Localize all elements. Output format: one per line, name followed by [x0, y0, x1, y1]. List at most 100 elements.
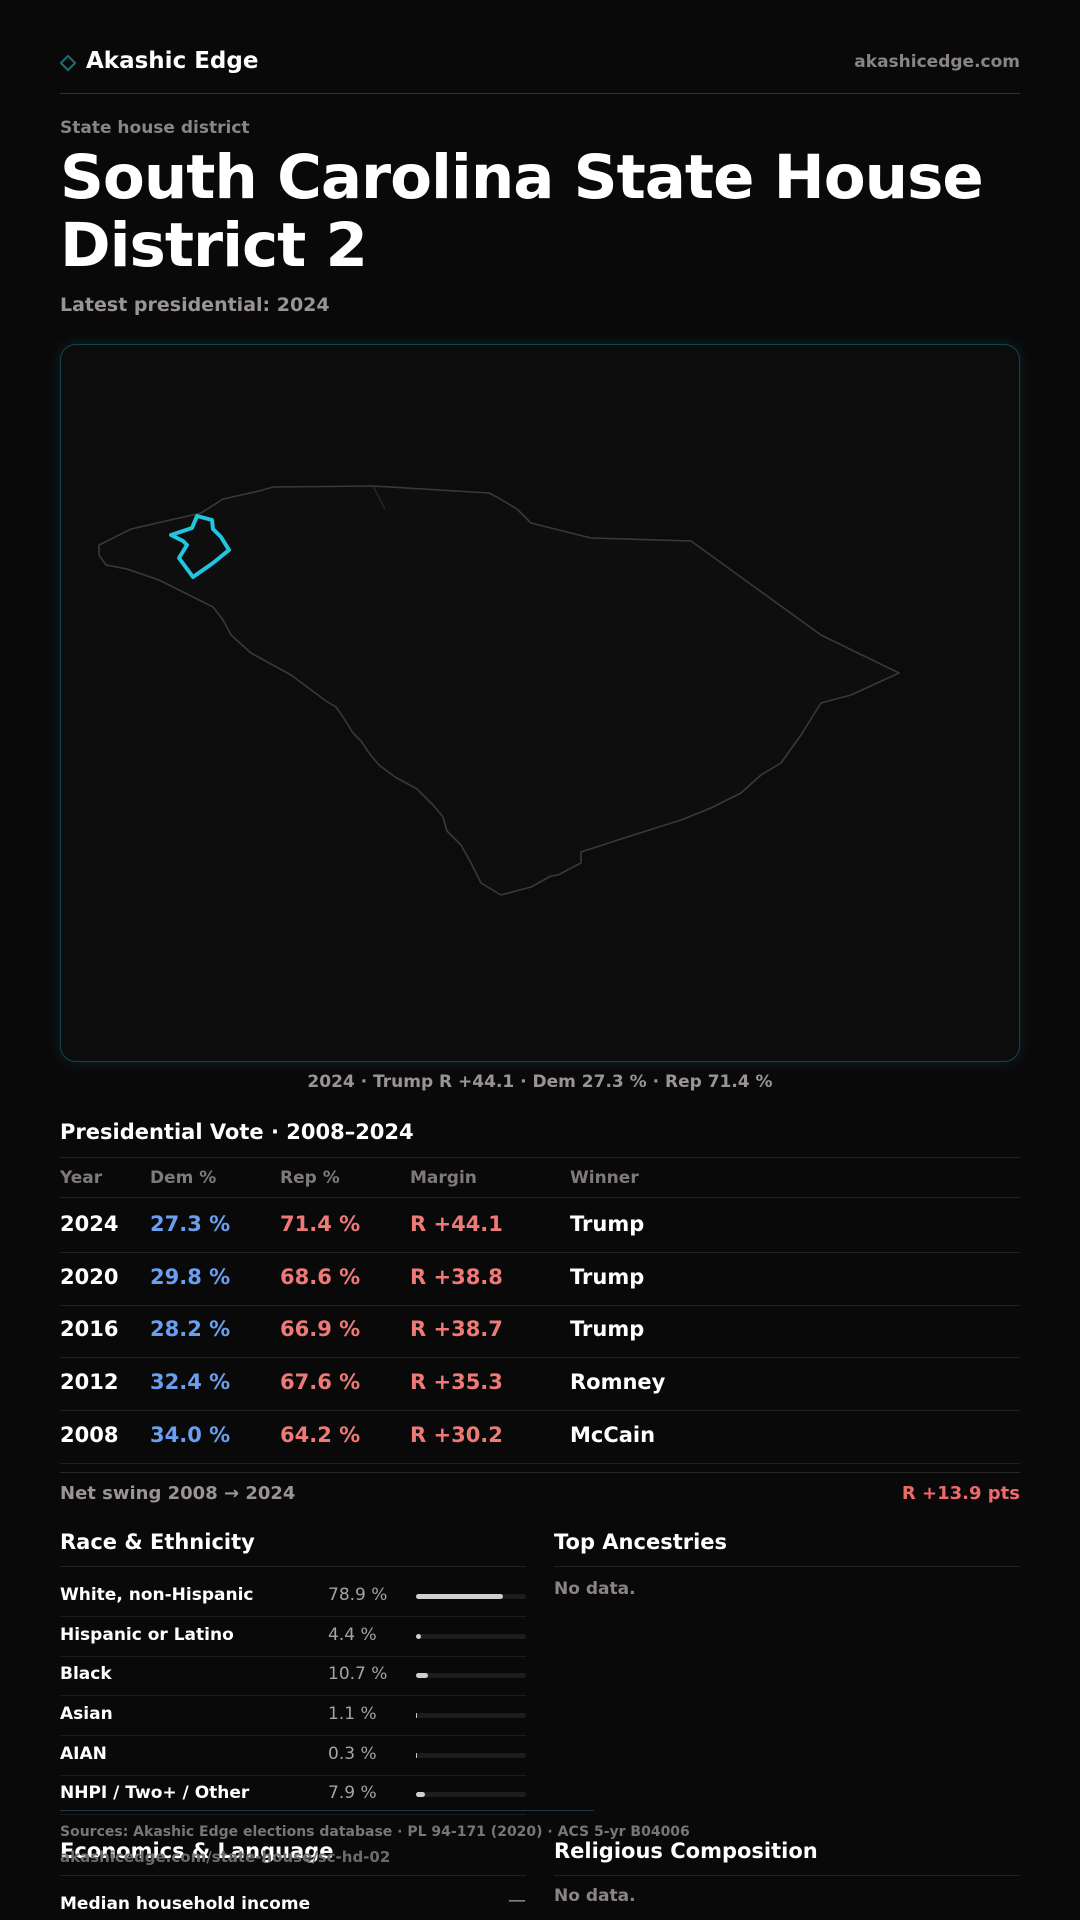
section-divider	[60, 1157, 1020, 1158]
race-value: 78.9 %	[328, 1585, 388, 1605]
section-divider	[554, 1566, 1020, 1567]
race-row: White, non-Hispanic 78.9 %	[60, 1576, 526, 1617]
race-section-title: Race & Ethnicity	[60, 1530, 255, 1554]
race-row: Hispanic or Latino 4.4 %	[60, 1616, 526, 1657]
median-income-value: —	[508, 1890, 526, 1911]
page-title: South Carolina State House District 2	[60, 142, 984, 281]
margin-cell: R +30.2	[410, 1423, 503, 1447]
race-value: 10.7 %	[328, 1664, 388, 1684]
religion-empty: No data.	[554, 1886, 636, 1906]
race-bar	[416, 1634, 526, 1639]
table-row: 2020 29.8 % 68.6 % R +38.8 Trump	[60, 1252, 1020, 1306]
race-row: AIAN 0.3 %	[60, 1735, 526, 1776]
sources-divider	[60, 1810, 594, 1811]
winner-cell: McCain	[570, 1423, 656, 1447]
median-income-label: Median household income	[60, 1894, 311, 1914]
sources-text: Sources: Akashic Edge elections database…	[60, 1824, 690, 1840]
race-bar	[416, 1792, 526, 1797]
race-label: White, non-Hispanic	[60, 1585, 254, 1605]
race-label: NHPI / Two+ / Other	[60, 1783, 250, 1803]
margin-cell: R +38.7	[410, 1317, 503, 1341]
swing-divider	[60, 1472, 1020, 1473]
col-header-rep: Rep %	[280, 1168, 340, 1188]
col-header-margin: Margin	[410, 1168, 477, 1188]
race-label: Asian	[60, 1704, 113, 1724]
state-outline	[98, 485, 900, 896]
race-value: 4.4 %	[328, 1625, 377, 1645]
race-bar-fill	[416, 1792, 425, 1797]
dem-cell: 34.0 %	[150, 1423, 231, 1447]
table-row: 2016 28.2 % 66.9 % R +38.7 Trump	[60, 1304, 1020, 1358]
year-cell: 2008	[60, 1423, 119, 1447]
district-outline[interactable]	[169, 514, 231, 579]
race-value: 1.1 %	[328, 1704, 377, 1724]
year-cell: 2024	[60, 1212, 119, 1236]
section-divider	[60, 1566, 526, 1567]
rep-cell: 71.4 %	[280, 1212, 361, 1236]
rep-cell: 68.6 %	[280, 1265, 361, 1289]
table-header-divider	[60, 1197, 1020, 1198]
ancestries-section-title: Top Ancestries	[554, 1530, 728, 1554]
presidential-section-title: Presidential Vote · 2008–2024	[60, 1120, 414, 1144]
race-label: AIAN	[60, 1744, 107, 1764]
header-divider	[60, 93, 1020, 94]
page-url[interactable]: akashicedge.com/state-house/sc-hd-02	[60, 1848, 391, 1866]
diamond-logo-icon	[59, 54, 77, 72]
col-header-year: Year	[60, 1168, 103, 1188]
page-kicker: State house district	[60, 118, 250, 138]
section-divider	[554, 1875, 1020, 1876]
rep-cell: 64.2 %	[280, 1423, 361, 1447]
table-row: 2024 27.3 % 71.4 % R +44.1 Trump	[60, 1199, 1020, 1253]
race-bar-fill	[416, 1713, 418, 1718]
col-header-winner: Winner	[570, 1168, 639, 1188]
race-bar-fill	[416, 1753, 417, 1758]
race-label: Black	[60, 1664, 112, 1684]
winner-cell: Trump	[570, 1317, 645, 1341]
race-bar-fill	[416, 1594, 503, 1599]
table-row: 2012 32.4 % 67.6 % R +35.3 Romney	[60, 1357, 1020, 1411]
winner-cell: Trump	[570, 1265, 645, 1289]
race-bar-fill	[416, 1634, 421, 1639]
race-value: 0.3 %	[328, 1744, 377, 1764]
race-row: Black 10.7 %	[60, 1655, 526, 1696]
race-bar-fill	[416, 1673, 428, 1678]
col-header-dem: Dem %	[150, 1168, 217, 1188]
net-swing-value: R +13.9 pts	[901, 1483, 1020, 1504]
race-row: NHPI / Two+ / Other 7.9 %	[60, 1774, 526, 1815]
winner-cell: Romney	[570, 1370, 666, 1394]
rep-cell: 67.6 %	[280, 1370, 361, 1394]
table-row: 2008 34.0 % 64.2 % R +30.2 McCain	[60, 1410, 1020, 1464]
net-swing-label: Net swing 2008 → 2024	[60, 1483, 296, 1504]
dem-cell: 28.2 %	[150, 1317, 231, 1341]
race-row: Asian 1.1 %	[60, 1695, 526, 1736]
margin-cell: R +38.8	[410, 1265, 503, 1289]
site-url[interactable]: akashicedge.com	[854, 52, 1020, 72]
year-cell: 2012	[60, 1370, 119, 1394]
dem-cell: 29.8 %	[150, 1265, 231, 1289]
winner-cell: Trump	[570, 1212, 645, 1236]
race-bar	[416, 1673, 526, 1678]
dem-cell: 27.3 %	[150, 1212, 231, 1236]
race-bar	[416, 1753, 526, 1758]
site-header: Akashic Edge akashicedge.com	[59, 46, 1020, 86]
page-subtitle: Latest presidential: 2024	[60, 294, 330, 316]
economics-section-title: Economics & Language	[60, 1839, 334, 1863]
brand-name[interactable]: Akashic Edge	[86, 48, 259, 74]
margin-cell: R +44.1	[410, 1212, 503, 1236]
district-map[interactable]	[60, 344, 1020, 1062]
state-inner-line	[372, 485, 386, 510]
year-cell: 2016	[60, 1317, 119, 1341]
race-label: Hispanic or Latino	[60, 1625, 234, 1645]
map-caption: 2024 · Trump R +44.1 · Dem 27.3 % · Rep …	[307, 1072, 773, 1092]
state-map-svg	[98, 485, 900, 896]
ancestries-empty: No data.	[554, 1579, 636, 1599]
year-cell: 2020	[60, 1265, 119, 1289]
section-divider	[60, 1875, 526, 1876]
religion-section-title: Religious Composition	[554, 1839, 818, 1863]
margin-cell: R +35.3	[410, 1370, 503, 1394]
race-value: 7.9 %	[328, 1783, 377, 1803]
race-bar	[416, 1713, 526, 1718]
dem-cell: 32.4 %	[150, 1370, 231, 1394]
race-bar	[416, 1594, 526, 1599]
rep-cell: 66.9 %	[280, 1317, 361, 1341]
